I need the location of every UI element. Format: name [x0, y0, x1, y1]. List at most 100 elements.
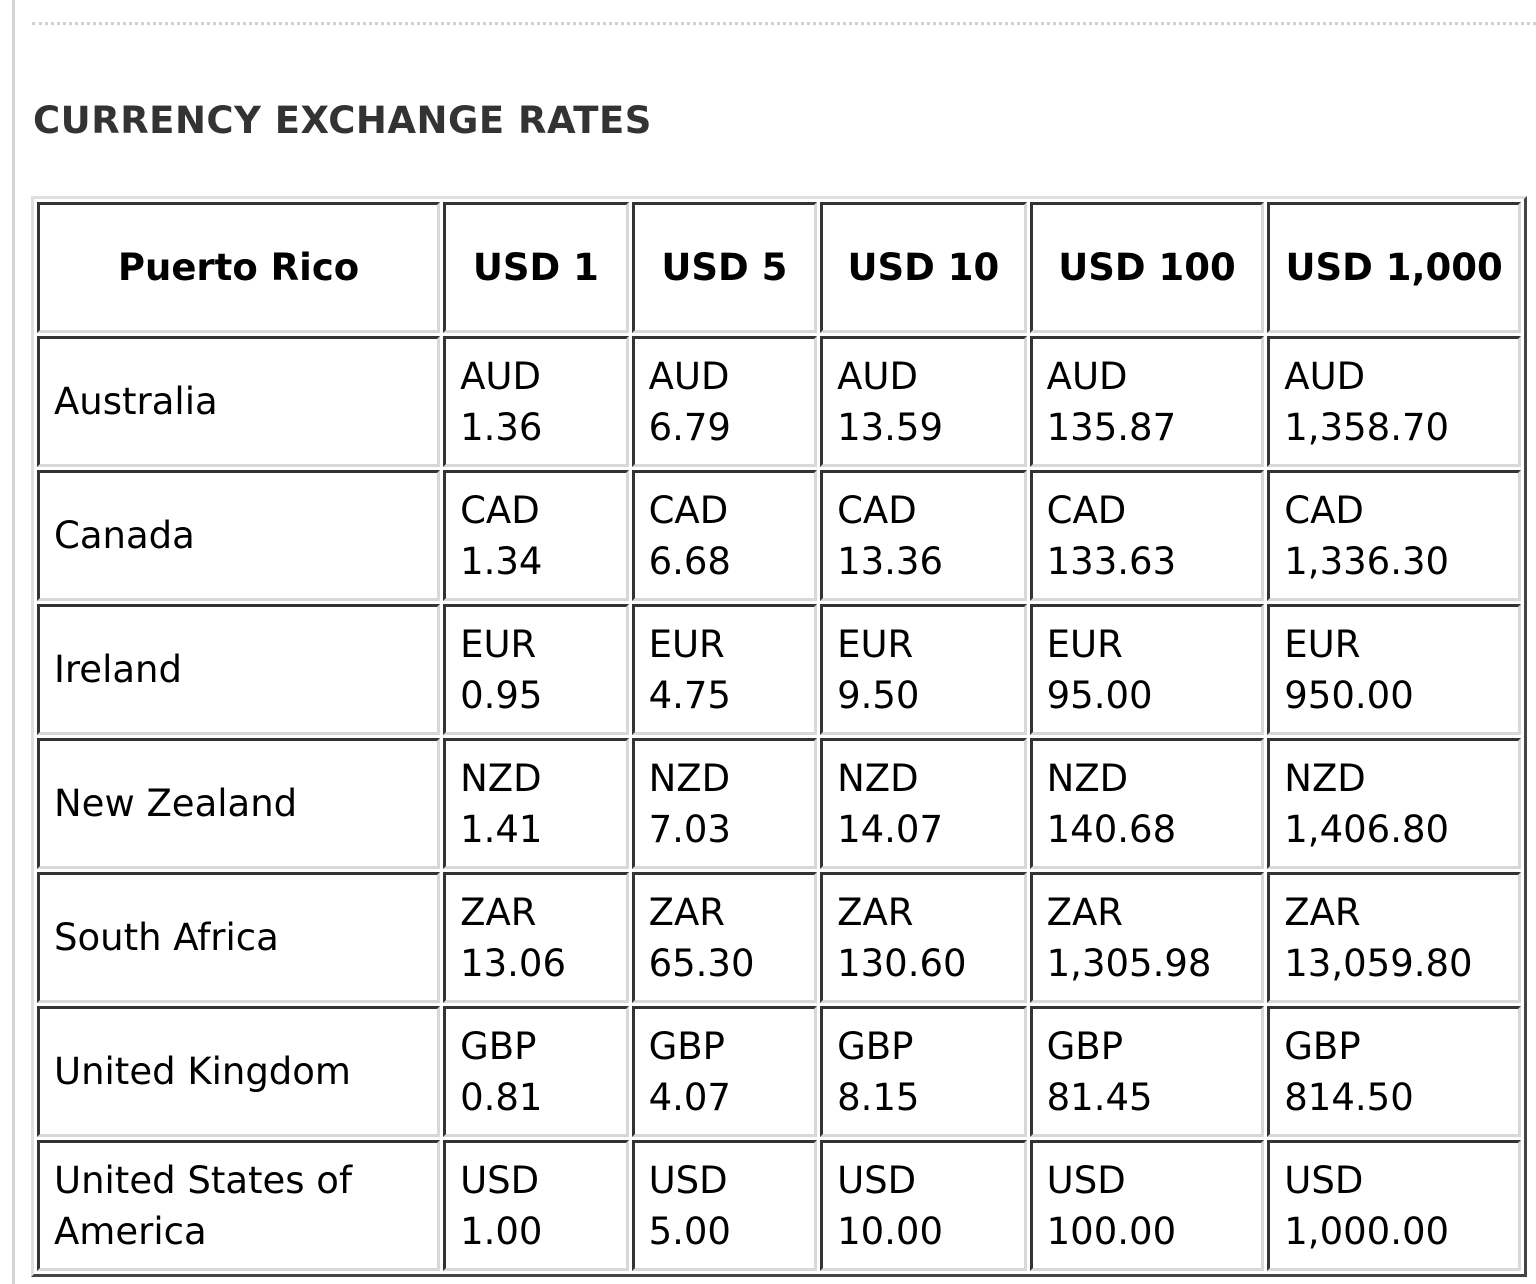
- amount: 1,336.30: [1284, 539, 1450, 583]
- amount: 13.36: [837, 539, 944, 583]
- amount: 95.00: [1046, 673, 1153, 717]
- amount: 4.07: [648, 1075, 731, 1119]
- rate-cell: EUR 0.95: [443, 604, 629, 735]
- rate-cell: NZD 140.68: [1029, 738, 1265, 869]
- table-row: Ireland EUR 0.95 EUR 4.75 EUR 9.50 EUR 95.00…: [37, 604, 1521, 735]
- amount: 7.03: [648, 807, 731, 851]
- rate-cell: ZAR 65.30: [631, 872, 818, 1003]
- amount: 814.50: [1284, 1075, 1414, 1119]
- rate-cell: ZAR 13.06: [443, 872, 629, 1003]
- header-usd-1: USD 1: [443, 202, 629, 333]
- currency-code: GBP: [1284, 1024, 1361, 1068]
- amount: 133.63: [1046, 539, 1177, 583]
- rate-cell: NZD 14.07: [820, 738, 1027, 869]
- rate-cell: USD 1.00: [443, 1140, 629, 1271]
- rate-cell: EUR 9.50: [820, 604, 1027, 735]
- amount: 1,406.80: [1284, 807, 1450, 851]
- amount: 6.68: [648, 539, 731, 583]
- amount: 13.06: [460, 941, 567, 985]
- rate-cell: AUD 13.59: [820, 336, 1027, 467]
- amount: 1.41: [460, 807, 543, 851]
- table-row: United States of America USD 1.00 USD 5.00…: [37, 1140, 1521, 1271]
- currency-code: GBP: [460, 1024, 537, 1068]
- rate-cell: CAD 1,336.30: [1267, 470, 1521, 601]
- rate-cell: USD 1,000.00: [1267, 1140, 1521, 1271]
- currency-code: ZAR: [1284, 890, 1361, 934]
- country-cell: United States of America: [37, 1140, 441, 1271]
- amount: 140.68: [1046, 807, 1177, 851]
- amount: 13.59: [837, 405, 944, 449]
- table-row: New Zealand NZD 1.41 NZD 7.03 NZD 14.07 NZD…: [37, 738, 1521, 869]
- country-cell: Canada: [37, 470, 441, 601]
- rate-cell: AUD 1.36: [443, 336, 629, 467]
- rate-cell: USD 5.00: [631, 1140, 818, 1271]
- amount: 10.00: [837, 1209, 944, 1253]
- currency-code: CAD: [460, 488, 540, 532]
- table-row: United Kingdom GBP 0.81 GBP 4.07 GBP 8.15 G…: [37, 1006, 1521, 1137]
- currency-code: ZAR: [837, 890, 914, 934]
- country-cell: South Africa: [37, 872, 441, 1003]
- currency-code: ZAR: [460, 890, 537, 934]
- currency-code: USD: [1046, 1158, 1126, 1202]
- rate-cell: GBP 81.45: [1029, 1006, 1265, 1137]
- amount: 9.50: [837, 673, 920, 717]
- currency-code: USD: [1284, 1158, 1364, 1202]
- currency-code: AUD: [648, 354, 730, 398]
- exchange-rates-table: Puerto Rico USD 1 USD 5 USD 10 USD 100 U…: [31, 196, 1527, 1277]
- currency-code: EUR: [1284, 622, 1361, 666]
- currency-code: NZD: [837, 756, 919, 800]
- currency-code: AUD: [1284, 354, 1366, 398]
- table-row: Canada CAD 1.34 CAD 6.68 CAD 13.36 CAD 133.6…: [37, 470, 1521, 601]
- rate-cell: EUR 4.75: [631, 604, 818, 735]
- rate-cell: GBP 0.81: [443, 1006, 629, 1137]
- amount: 13,059.80: [1284, 941, 1473, 985]
- amount: 0.81: [460, 1075, 543, 1119]
- amount: 1,358.70: [1284, 405, 1450, 449]
- amount: 130.60: [837, 941, 967, 985]
- rate-cell: GBP 8.15: [820, 1006, 1027, 1137]
- amount: 100.00: [1046, 1209, 1177, 1253]
- amount: 65.30: [648, 941, 755, 985]
- amount: 1,305.98: [1046, 941, 1212, 985]
- currency-code: CAD: [648, 488, 729, 532]
- rate-cell: NZD 7.03: [631, 738, 818, 869]
- currency-code: CAD: [1046, 488, 1127, 532]
- amount: 8.15: [837, 1075, 920, 1119]
- rate-cell: USD 10.00: [820, 1140, 1027, 1271]
- country-cell: Australia: [37, 336, 441, 467]
- header-usd-1000: USD 1,000: [1267, 202, 1521, 333]
- rate-cell: AUD 6.79: [631, 336, 818, 467]
- amount: 1.36: [460, 405, 543, 449]
- rate-cell: CAD 133.63: [1029, 470, 1265, 601]
- rate-cell: AUD 1,358.70: [1267, 336, 1521, 467]
- country-cell: New Zealand: [37, 738, 441, 869]
- currency-code: USD: [648, 1158, 728, 1202]
- country-cell: Ireland: [37, 604, 441, 735]
- currency-code: CAD: [1284, 488, 1364, 532]
- rate-cell: CAD 13.36: [820, 470, 1027, 601]
- amount: 1.34: [460, 539, 543, 583]
- dotted-separator: [32, 22, 1536, 25]
- amount: 5.00: [648, 1209, 731, 1253]
- currency-code: EUR: [1046, 622, 1123, 666]
- currency-code: ZAR: [1046, 890, 1124, 934]
- rate-cell: ZAR 13,059.80: [1267, 872, 1521, 1003]
- rate-cell: CAD 1.34: [443, 470, 629, 601]
- currency-code: USD: [460, 1158, 540, 1202]
- currency-code: CAD: [837, 488, 917, 532]
- header-origin-country: Puerto Rico: [37, 202, 441, 333]
- currency-code: ZAR: [648, 890, 725, 934]
- header-usd-5: USD 5: [631, 202, 818, 333]
- left-border-rule: [12, 0, 15, 1284]
- currency-code: GBP: [837, 1024, 914, 1068]
- currency-code: AUD: [837, 354, 918, 398]
- currency-code: EUR: [837, 622, 914, 666]
- table-header-row: Puerto Rico USD 1 USD 5 USD 10 USD 100 U…: [37, 202, 1521, 333]
- rate-cell: ZAR 130.60: [820, 872, 1027, 1003]
- rate-cell: GBP 4.07: [631, 1006, 818, 1137]
- amount: 1,000.00: [1284, 1209, 1450, 1253]
- header-usd-100: USD 100: [1029, 202, 1265, 333]
- amount: 14.07: [837, 807, 944, 851]
- rate-cell: CAD 6.68: [631, 470, 818, 601]
- amount: 1.00: [460, 1209, 543, 1253]
